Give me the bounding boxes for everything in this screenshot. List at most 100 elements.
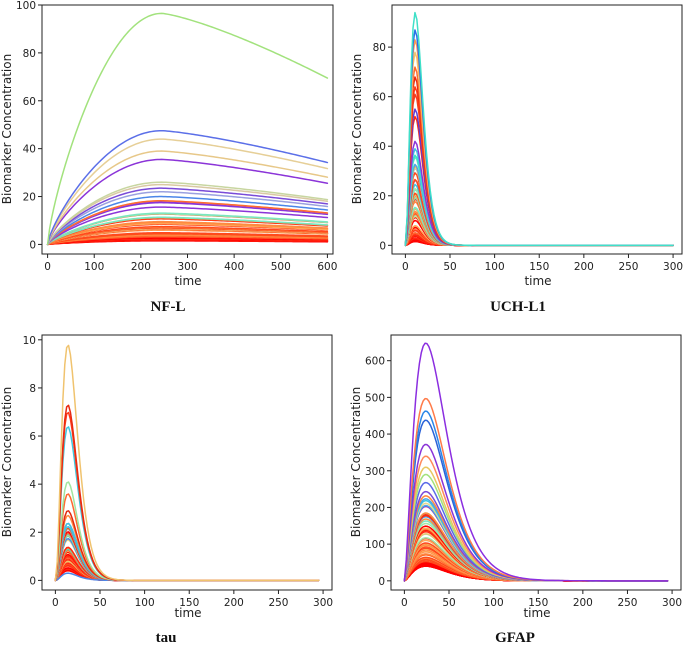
series-line [404,166,674,247]
series-line [404,207,674,247]
series-line [404,194,674,247]
plot-frame [390,334,682,591]
x-tick-label: 200 [224,597,244,609]
x-tick-label: 0 [401,597,408,609]
y-tick-label: 0 [379,240,386,252]
y-tick-label: 2 [29,527,36,539]
series-line [46,187,329,246]
series-line [404,207,674,247]
x-tick-label: 400 [224,261,244,273]
x-tick-label: 250 [617,597,637,609]
series-line [404,29,674,247]
y-tick-label: 20 [373,191,386,203]
panel-caption: GFAP [495,630,535,646]
series-line [404,163,674,247]
series-line [404,192,674,247]
x-tick-label: 250 [268,597,288,609]
y-tick-label: 0 [29,575,36,587]
y-tick-label: 60 [373,92,386,104]
x-tick-label: 100 [484,597,504,609]
series-line [404,93,674,247]
x-tick-label: 50 [93,597,106,609]
x-tick-label: 0 [402,261,409,273]
series-line [46,212,329,246]
y-tick-label: 500 [365,392,385,404]
series-line [404,179,674,247]
y-tick-label: 10 [23,335,36,347]
y-tick-label: 0 [29,239,36,251]
y-tick-label: 200 [365,502,385,514]
y-tick-label: 100 [16,0,36,12]
x-tick-label: 300 [662,597,682,609]
y-tick-label: 80 [373,42,386,54]
y-tick-label: 0 [378,576,385,588]
x-tick-label: 0 [44,261,51,273]
x-tick-label: 500 [271,261,291,273]
y-axis-label: Biomarker Concentration [349,387,363,537]
series-line [404,201,674,247]
y-axis-label: Biomarker Concentration [350,54,364,204]
series-line [404,195,674,247]
series-line [404,194,674,247]
x-tick-label: 100 [135,597,155,609]
panel-caption: NF-L [151,299,186,315]
plot-frame [41,334,333,591]
x-tick-label: 200 [573,597,593,609]
x-tick-label: 50 [442,597,455,609]
x-tick-label: 100 [485,261,505,273]
series-line [46,158,329,246]
series-line [404,183,674,247]
x-tick-label: 50 [443,261,456,273]
y-tick-label: 400 [365,429,385,441]
series-line [404,39,674,247]
series-line [46,195,329,246]
x-tick-label: 250 [618,261,638,273]
x-tick-label: 600 [317,261,337,273]
series-line [46,150,329,246]
x-tick-label: 0 [52,597,59,609]
x-tick-label: 150 [179,597,199,609]
y-tick-label: 300 [365,466,385,478]
series-line [404,188,674,247]
y-axis-label: Biomarker Concentration [0,387,14,537]
x-tick-label: 300 [177,261,197,273]
series-line [46,206,329,246]
series-line [404,148,674,247]
y-tick-label: 6 [29,431,36,443]
chart-uchl1: 0 50 100 150 200 250 300 0 20 40 60 80 time Biomark… [350,4,683,315]
series-line [46,12,329,246]
series-line [46,129,329,246]
x-tick-label: 300 [313,597,333,609]
y-tick-label: 8 [29,383,36,395]
series-line [404,156,674,247]
series-line [46,225,329,246]
series-line [404,187,674,247]
series-line [404,51,674,247]
series-line [54,344,320,582]
series-line [404,165,674,247]
y-axis-label: Biomarker Concentration [0,54,14,204]
x-tick-label: 150 [528,597,548,609]
series-line [404,86,674,247]
x-tick-label: 200 [131,261,151,273]
y-tick-label: 60 [23,96,36,108]
series-line [404,115,674,247]
y-tick-label: 600 [365,356,385,368]
y-tick-label: 100 [365,539,385,551]
series-line [404,108,674,247]
x-tick-label: 100 [84,261,104,273]
y-tick-label: 80 [23,48,36,60]
x-axis-label: time [524,274,551,288]
y-tick-label: 40 [23,144,36,156]
series-line [404,154,674,247]
series-line [46,231,329,246]
panel-caption: tau [156,630,177,646]
y-tick-label: 4 [29,479,36,491]
series-line [46,191,329,246]
series-line [404,76,674,247]
series-line [404,11,674,247]
x-axis-label: time [523,606,550,620]
series-line [54,510,320,582]
series-line [404,166,674,247]
y-tick-label: 40 [373,141,386,153]
